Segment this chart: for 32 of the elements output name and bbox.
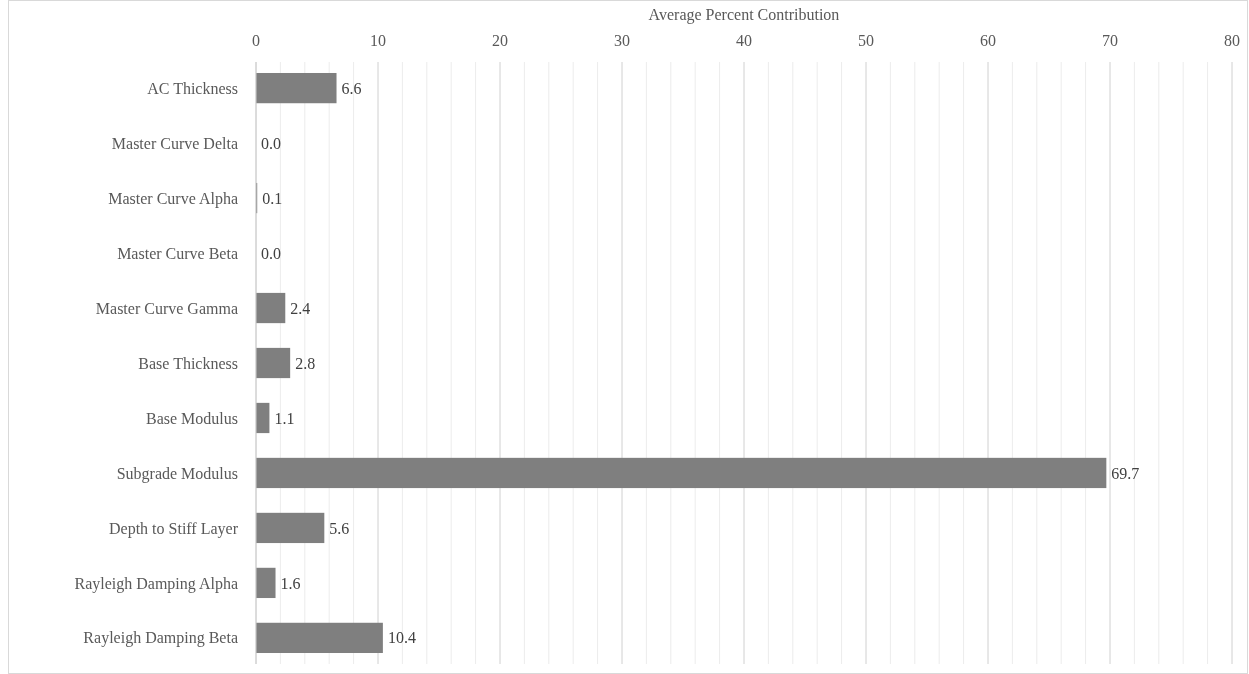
y-tick-label: Subgrade Modulus <box>116 464 238 483</box>
data-label: 0.1 <box>262 189 283 207</box>
x-tick-label: 30 <box>614 32 630 49</box>
data-label: 5.6 <box>329 519 350 537</box>
data-label: 0.0 <box>261 244 281 262</box>
y-tick-label: Master Curve Beta <box>117 244 238 262</box>
data-label: 0.0 <box>261 134 281 152</box>
data-label: 10.4 <box>387 629 416 647</box>
y-tick-label: Base Thickness <box>138 354 238 372</box>
data-label: 2.8 <box>295 354 316 372</box>
x-tick-label: 0 <box>252 32 260 49</box>
x-tick-label: 40 <box>736 32 752 49</box>
x-tick-label: 20 <box>492 32 508 49</box>
y-tick-label: Rayleigh Damping Beta <box>83 629 238 648</box>
x-tick-label: 50 <box>858 32 874 49</box>
x-tick-label: 10 <box>370 32 386 49</box>
x-tick-label: 70 <box>1102 32 1118 49</box>
data-label: 6.6 <box>341 79 362 97</box>
x-axis-title: Average Percent Contribution <box>648 6 840 24</box>
data-label: 2.4 <box>290 299 311 317</box>
y-tick-label: Rayleigh Damping Alpha <box>74 574 238 593</box>
data-label: 69.7 <box>1111 464 1140 482</box>
x-tick-label: 60 <box>980 32 996 49</box>
data-label: 1.6 <box>280 574 301 592</box>
y-tick-label: Depth to Stiff Layer <box>108 519 239 538</box>
y-tick-label: Master Curve Delta <box>111 134 238 152</box>
x-tick-label: 80 <box>1224 32 1240 49</box>
y-tick-label: AC Thickness <box>147 79 238 97</box>
y-tick-label: Base Modulus <box>146 409 238 427</box>
data-label: 1.1 <box>274 409 295 427</box>
y-tick-label: Master Curve Gamma <box>95 299 238 317</box>
y-tick-label: Master Curve Alpha <box>108 189 238 208</box>
